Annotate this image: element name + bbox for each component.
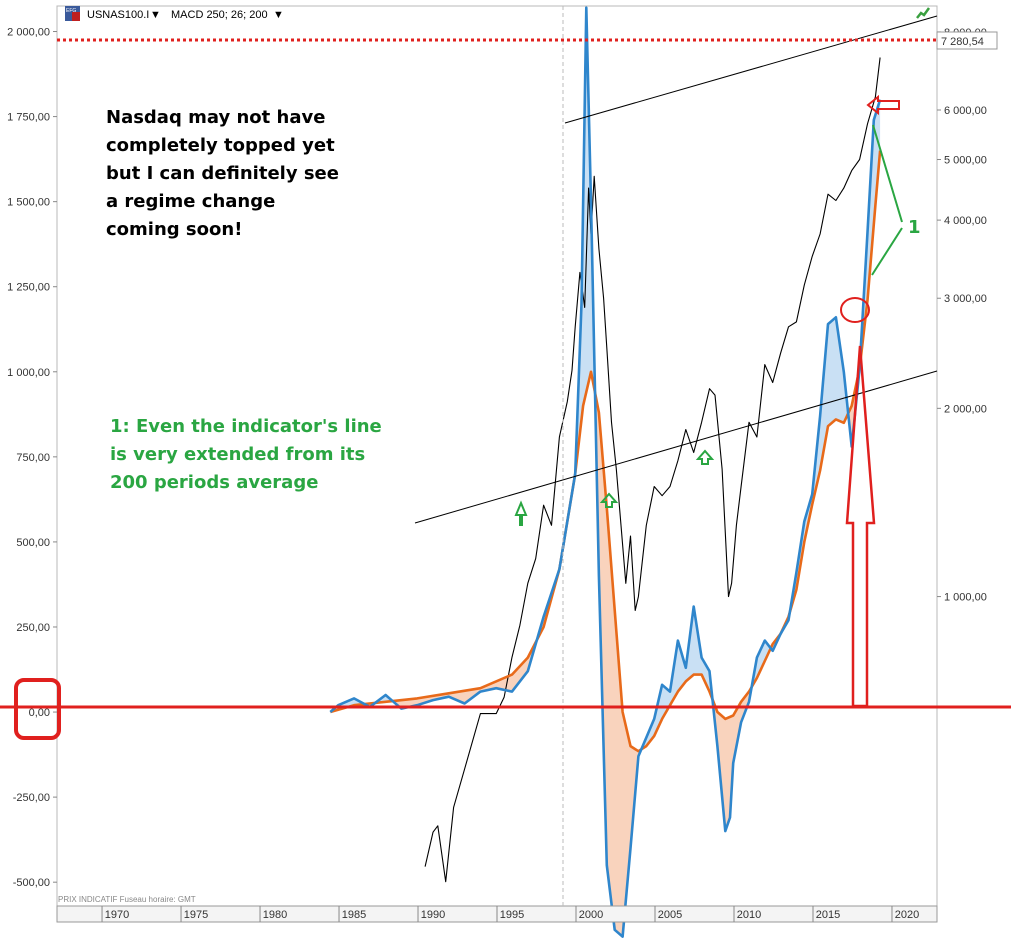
efg-logo-text: EFG	[66, 8, 76, 14]
x-axis: 1970 1975 1980 1985 1990 1995 2000 2005 2010 2015…	[56, 905, 938, 923]
last-price-box	[936, 31, 998, 50]
x-tick-label: 1980	[263, 909, 287, 921]
main-note-line-2: completely topped yet	[106, 135, 335, 156]
arrow-up-icon-1996	[514, 500, 528, 526]
right-tick-label: 5 000,00	[944, 155, 987, 167]
series-lines	[329, 6, 882, 938]
left-tick-label: 1 250,00	[7, 282, 50, 294]
main-note-line-5: coming soon!	[106, 219, 242, 240]
left-tick-label: 1 750,00	[7, 112, 50, 124]
last-price-label: 7 280,54	[941, 36, 984, 48]
toolbar: EFG USNAS100.I ▼ MACD 250; 26; 200 ▼	[65, 6, 931, 21]
trend-up-icon[interactable]	[916, 7, 931, 19]
macd-peak-circle	[840, 297, 870, 323]
x-tick-label: 2020	[895, 909, 919, 921]
x-tick-label: 1970	[105, 909, 129, 921]
indicator-dropdown-icon[interactable]: ▼	[273, 9, 284, 21]
macd-fill-above	[536, 12, 595, 643]
bracket-lower-line	[871, 227, 903, 276]
main-note-line-1: Nasdaq may not have	[106, 107, 325, 128]
x-tick-label: 2010	[737, 909, 761, 921]
indicator-selector[interactable]: MACD 250; 26; 200	[171, 9, 268, 21]
plot-frame	[56, 5, 938, 907]
left-tick-label: 2 000,00	[7, 27, 50, 39]
left-tick-label: 500,00	[16, 537, 50, 549]
right-tick-label: 1 000,00	[944, 592, 987, 604]
signal-line	[329, 150, 882, 753]
main-note-line-3: but I can definitely see	[106, 163, 339, 184]
right-tick-label: 2 000,00	[944, 403, 987, 415]
bracket-upper-line	[872, 124, 903, 223]
lower-trendline	[414, 370, 938, 524]
x-tick-label: 2000	[579, 909, 603, 921]
indicator-note-line-3: 200 periods average	[110, 472, 318, 493]
left-tick-label: 0,00	[29, 707, 50, 719]
right-tick-label: 6 000,00	[944, 105, 987, 117]
marker-one-label: 1	[908, 217, 921, 238]
efg-logo-accent	[72, 12, 80, 21]
macd-fill-below	[712, 687, 752, 831]
left-tick-label: 1 000,00	[7, 367, 50, 379]
symbol-dropdown-icon[interactable]: ▼	[150, 9, 161, 21]
left-tick-label: 1 500,00	[7, 197, 50, 209]
x-tick-label: 1995	[500, 909, 524, 921]
left-tick-label: -250,00	[13, 792, 50, 804]
x-tick-label: 1975	[184, 909, 208, 921]
price-line	[424, 57, 881, 883]
left-tick-label: 750,00	[16, 452, 50, 464]
x-tick-label: 2015	[816, 909, 840, 921]
big-arrow-up-icon	[845, 345, 876, 708]
right-tick-label: 3 000,00	[944, 293, 987, 305]
left-tick-label: 250,00	[16, 622, 50, 634]
zero-highlight-box	[14, 678, 61, 740]
indicator-note-line-2: is very extended from its	[110, 444, 365, 465]
arrow-left-icon	[866, 94, 900, 116]
x-tick-label: 2005	[658, 909, 682, 921]
footer-info: PRIX INDICATIF Fuseau horaire: GMT	[58, 895, 196, 904]
left-tick-label: -500,00	[13, 877, 50, 889]
x-tick-label: 1990	[421, 909, 445, 921]
macd-fill-below	[392, 641, 537, 709]
left-axis: 2 000,00 1 750,00 1 500,00 1 250,00 1 000,00…	[7, 27, 57, 889]
indicator-note: 1: Even the indicator's line is very ext…	[110, 416, 382, 493]
macd-fill-above	[641, 608, 712, 750]
right-tick-label: 4 000,00	[944, 215, 987, 227]
main-note-line-4: a regime change	[106, 191, 275, 212]
arrow-up-icon-2002	[599, 492, 619, 508]
arrow-up-icon-2008	[695, 449, 715, 465]
x-tick-label: 1985	[342, 909, 366, 921]
upper-trendline	[564, 15, 938, 124]
macd-line	[329, 6, 882, 938]
main-note: Nasdaq may not have completely topped ye…	[106, 107, 339, 240]
symbol-selector[interactable]: USNAS100.I	[87, 9, 149, 21]
indicator-note-line-1: 1: Even the indicator's line	[110, 416, 382, 437]
